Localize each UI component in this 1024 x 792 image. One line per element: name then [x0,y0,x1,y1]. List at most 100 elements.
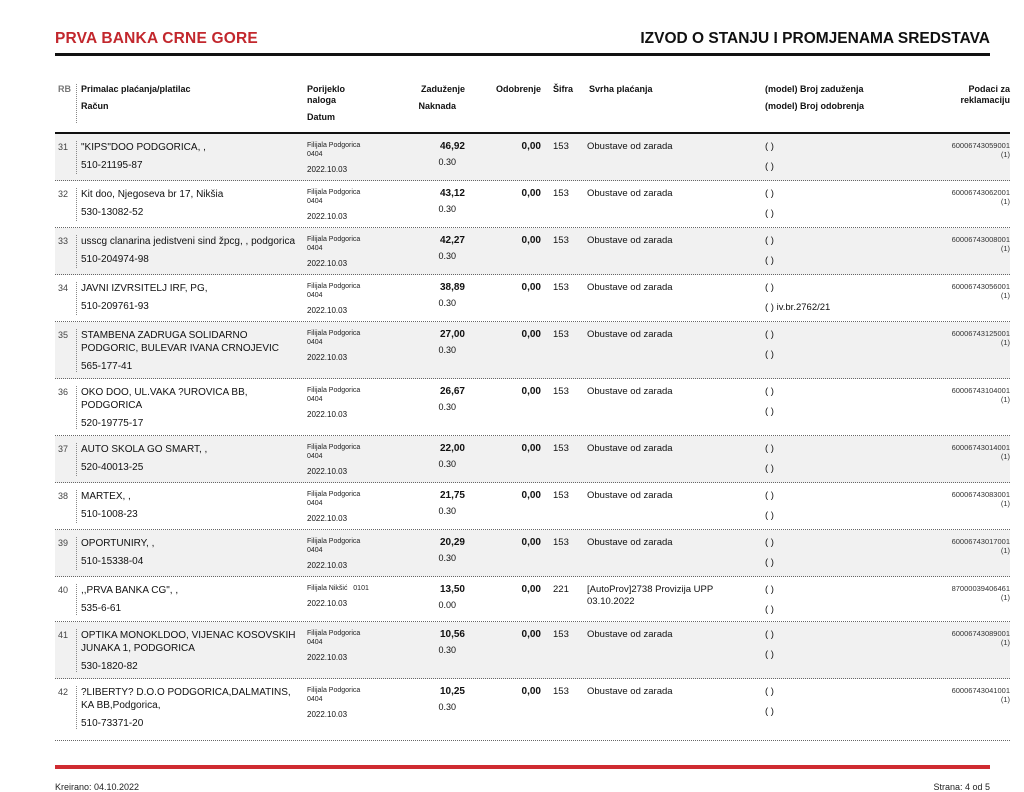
payee-name: usscg clanarina jedistveni sind žpcg, , … [81,236,296,247]
payee-account: 530-1820-82 [81,661,138,672]
fee-amount: 0.30 [438,402,456,412]
payee-cell: OPTIKA MONOKLDOO, VIJENAC KOSOVSKIH JUNA… [77,629,307,672]
claim-number: 60006743041001 [951,686,1010,695]
model-credit-number: ( ) iv.br.2762/21 [765,302,831,313]
fee-amount: 0.30 [438,345,456,355]
model-numbers-cell: ( ) ( ) [763,235,877,268]
payee-name: "KIPS"DOO PODGORICA, , [81,142,206,153]
fee-amount: 0.00 [438,600,456,610]
payee-name: JAVNI IZVRSITELJ IRF, PG, [81,283,208,294]
origin-branch: Filijala Podgorica 0404 [307,236,361,252]
table-header-row: RB Primalac plaćanja/platilac Račun Pori… [55,82,1010,134]
debit-amount: 22,00 [439,443,465,454]
order-origin-cell: Filijala Podgorica 0404 2022.10.03 [307,235,407,268]
payment-purpose: Obustave od zarada [587,188,673,199]
claim-number: 60006743059001 [951,141,1010,150]
claim-number: 60006743056001 [951,282,1010,291]
table-row: 34 JAVNI IZVRSITELJ IRF, PG, 510-209761-… [55,275,1010,322]
header-divider [55,53,990,56]
credit-amount: 0,00 [521,235,541,246]
payee-account: 510-1008-23 [81,509,138,520]
payment-code: 153 [553,141,569,152]
fee-amount: 0.30 [438,506,456,516]
row-number: 39 [55,537,77,570]
origin-branch: Filijala Podgorica 0404 [307,330,361,346]
credit-amount: 0,00 [521,188,541,199]
fee-amount: 0.30 [438,157,456,167]
table-row: 35 STAMBENA ZADRUGA SOLIDARNO PODGORIC, … [55,322,1010,379]
model-credit-number: ( ) [765,510,774,521]
bank-statement-page: PRVA BANKA CRNE GORE IZVOD O STANJU I PR… [0,30,1024,792]
claim-sub: (1) [1000,452,1010,461]
payment-purpose: Obustave od zarada [587,686,673,697]
document-footer: Kreirano: 04.10.2022 Strana: 4 od 5 [55,782,990,792]
table-row: 39 OPORTUNIRY, , 510-15338-04 Filijala P… [55,530,1010,577]
row-number: 38 [55,490,77,523]
claim-number: 60006743062001 [951,188,1010,197]
row-number: 40 [55,584,77,615]
column-origin: Porijeklo naloga Datum [307,84,346,122]
column-model: (model) Broj zaduženja (model) Broj odob… [765,84,864,111]
credit-amount: 0,00 [521,386,541,397]
debit-cell: 42,27 0.30 [407,235,465,268]
credit-amount: 0,00 [521,282,541,293]
claim-sub: (1) [1000,638,1010,647]
claim-number: 60006743125001 [951,329,1010,338]
debit-amount: 38,89 [439,282,465,293]
table-row: 36 OKO DOO, UL.VAKA ?UROVICA BB, PODGORI… [55,379,1010,436]
model-credit-number: ( ) [765,255,774,266]
origin-branch: Filijala Podgorica 0404 [307,189,361,205]
origin-branch: Filijala Podgorica 0404 [307,687,361,703]
payee-name: OPTIKA MONOKLDOO, VIJENAC KOSOVSKIH JUNA… [81,630,296,654]
debit-amount: 21,75 [439,490,465,501]
payment-code: 153 [553,386,569,397]
fee-amount: 0.30 [438,702,456,712]
created-date: Kreirano: 04.10.2022 [55,782,140,792]
payee-name: ,,PRVA BANKA CG", , [81,585,179,596]
payee-cell: "KIPS"DOO PODGORICA, , 510-21195-87 [77,141,307,174]
origin-branch: Filijala Podgorica 0404 [307,444,361,460]
debit-cell: 21,75 0.30 [407,490,465,523]
payment-code: 153 [553,537,569,548]
payee-cell: AUTO SKOLA GO SMART, , 520-40013-25 [77,443,307,476]
model-credit-number: ( ) [765,208,774,219]
model-credit-number: ( ) [765,706,774,717]
claim-sub: (1) [1000,499,1010,508]
payee-account: 520-40013-25 [81,462,144,473]
model-debit-number: ( ) [765,141,774,152]
model-debit-number: ( ) [765,235,774,246]
claim-number: 60006743014001 [951,443,1010,452]
table-row: 33 usscg clanarina jedistveni sind žpcg,… [55,228,1010,275]
payment-code: 153 [553,282,569,293]
claim-number: 60006743104001 [951,386,1010,395]
debit-amount: 43,12 [439,188,465,199]
order-date: 2022.10.03 [307,467,348,476]
model-credit-number: ( ) [765,161,774,172]
table-row: 41 OPTIKA MONOKLDOO, VIJENAC KOSOVSKIH J… [55,622,1010,679]
payee-account: 510-204974-98 [81,254,149,265]
model-numbers-cell: ( ) ( ) [763,386,877,429]
debit-cell: 22,00 0.30 [407,443,465,476]
model-numbers-cell: ( ) ( ) [763,584,877,615]
credit-amount: 0,00 [521,443,541,454]
debit-amount: 13,50 [439,584,465,595]
payment-purpose: Obustave od zarada [587,537,673,548]
payee-cell: OKO DOO, UL.VAKA ?UROVICA BB, PODGORICA … [77,386,307,429]
claim-data-cell: 60006743008001 (1) [877,235,1010,268]
order-origin-cell: Filijala Podgorica 0404 2022.10.03 [307,329,407,372]
debit-cell: 10,56 0.30 [407,629,465,672]
fee-amount: 0.30 [438,251,456,261]
payee-name: OKO DOO, UL.VAKA ?UROVICA BB, PODGORICA [81,387,248,411]
payee-cell: STAMBENA ZADRUGA SOLIDARNO PODGORIC, BUL… [77,329,307,372]
origin-branch: Filijala Podgorica 0404 [307,283,361,299]
claim-number: 60006743017001 [951,537,1010,546]
model-debit-number: ( ) [765,386,774,397]
debit-cell: 27,00 0.30 [407,329,465,372]
payment-purpose: Obustave od zarada [587,386,673,397]
model-debit-number: ( ) [765,329,774,340]
credit-amount: 0,00 [521,686,541,697]
claim-number: 60006743083001 [951,490,1010,499]
payment-code: 153 [553,686,569,697]
debit-amount: 10,25 [439,686,465,697]
row-number: 42 [55,686,77,729]
